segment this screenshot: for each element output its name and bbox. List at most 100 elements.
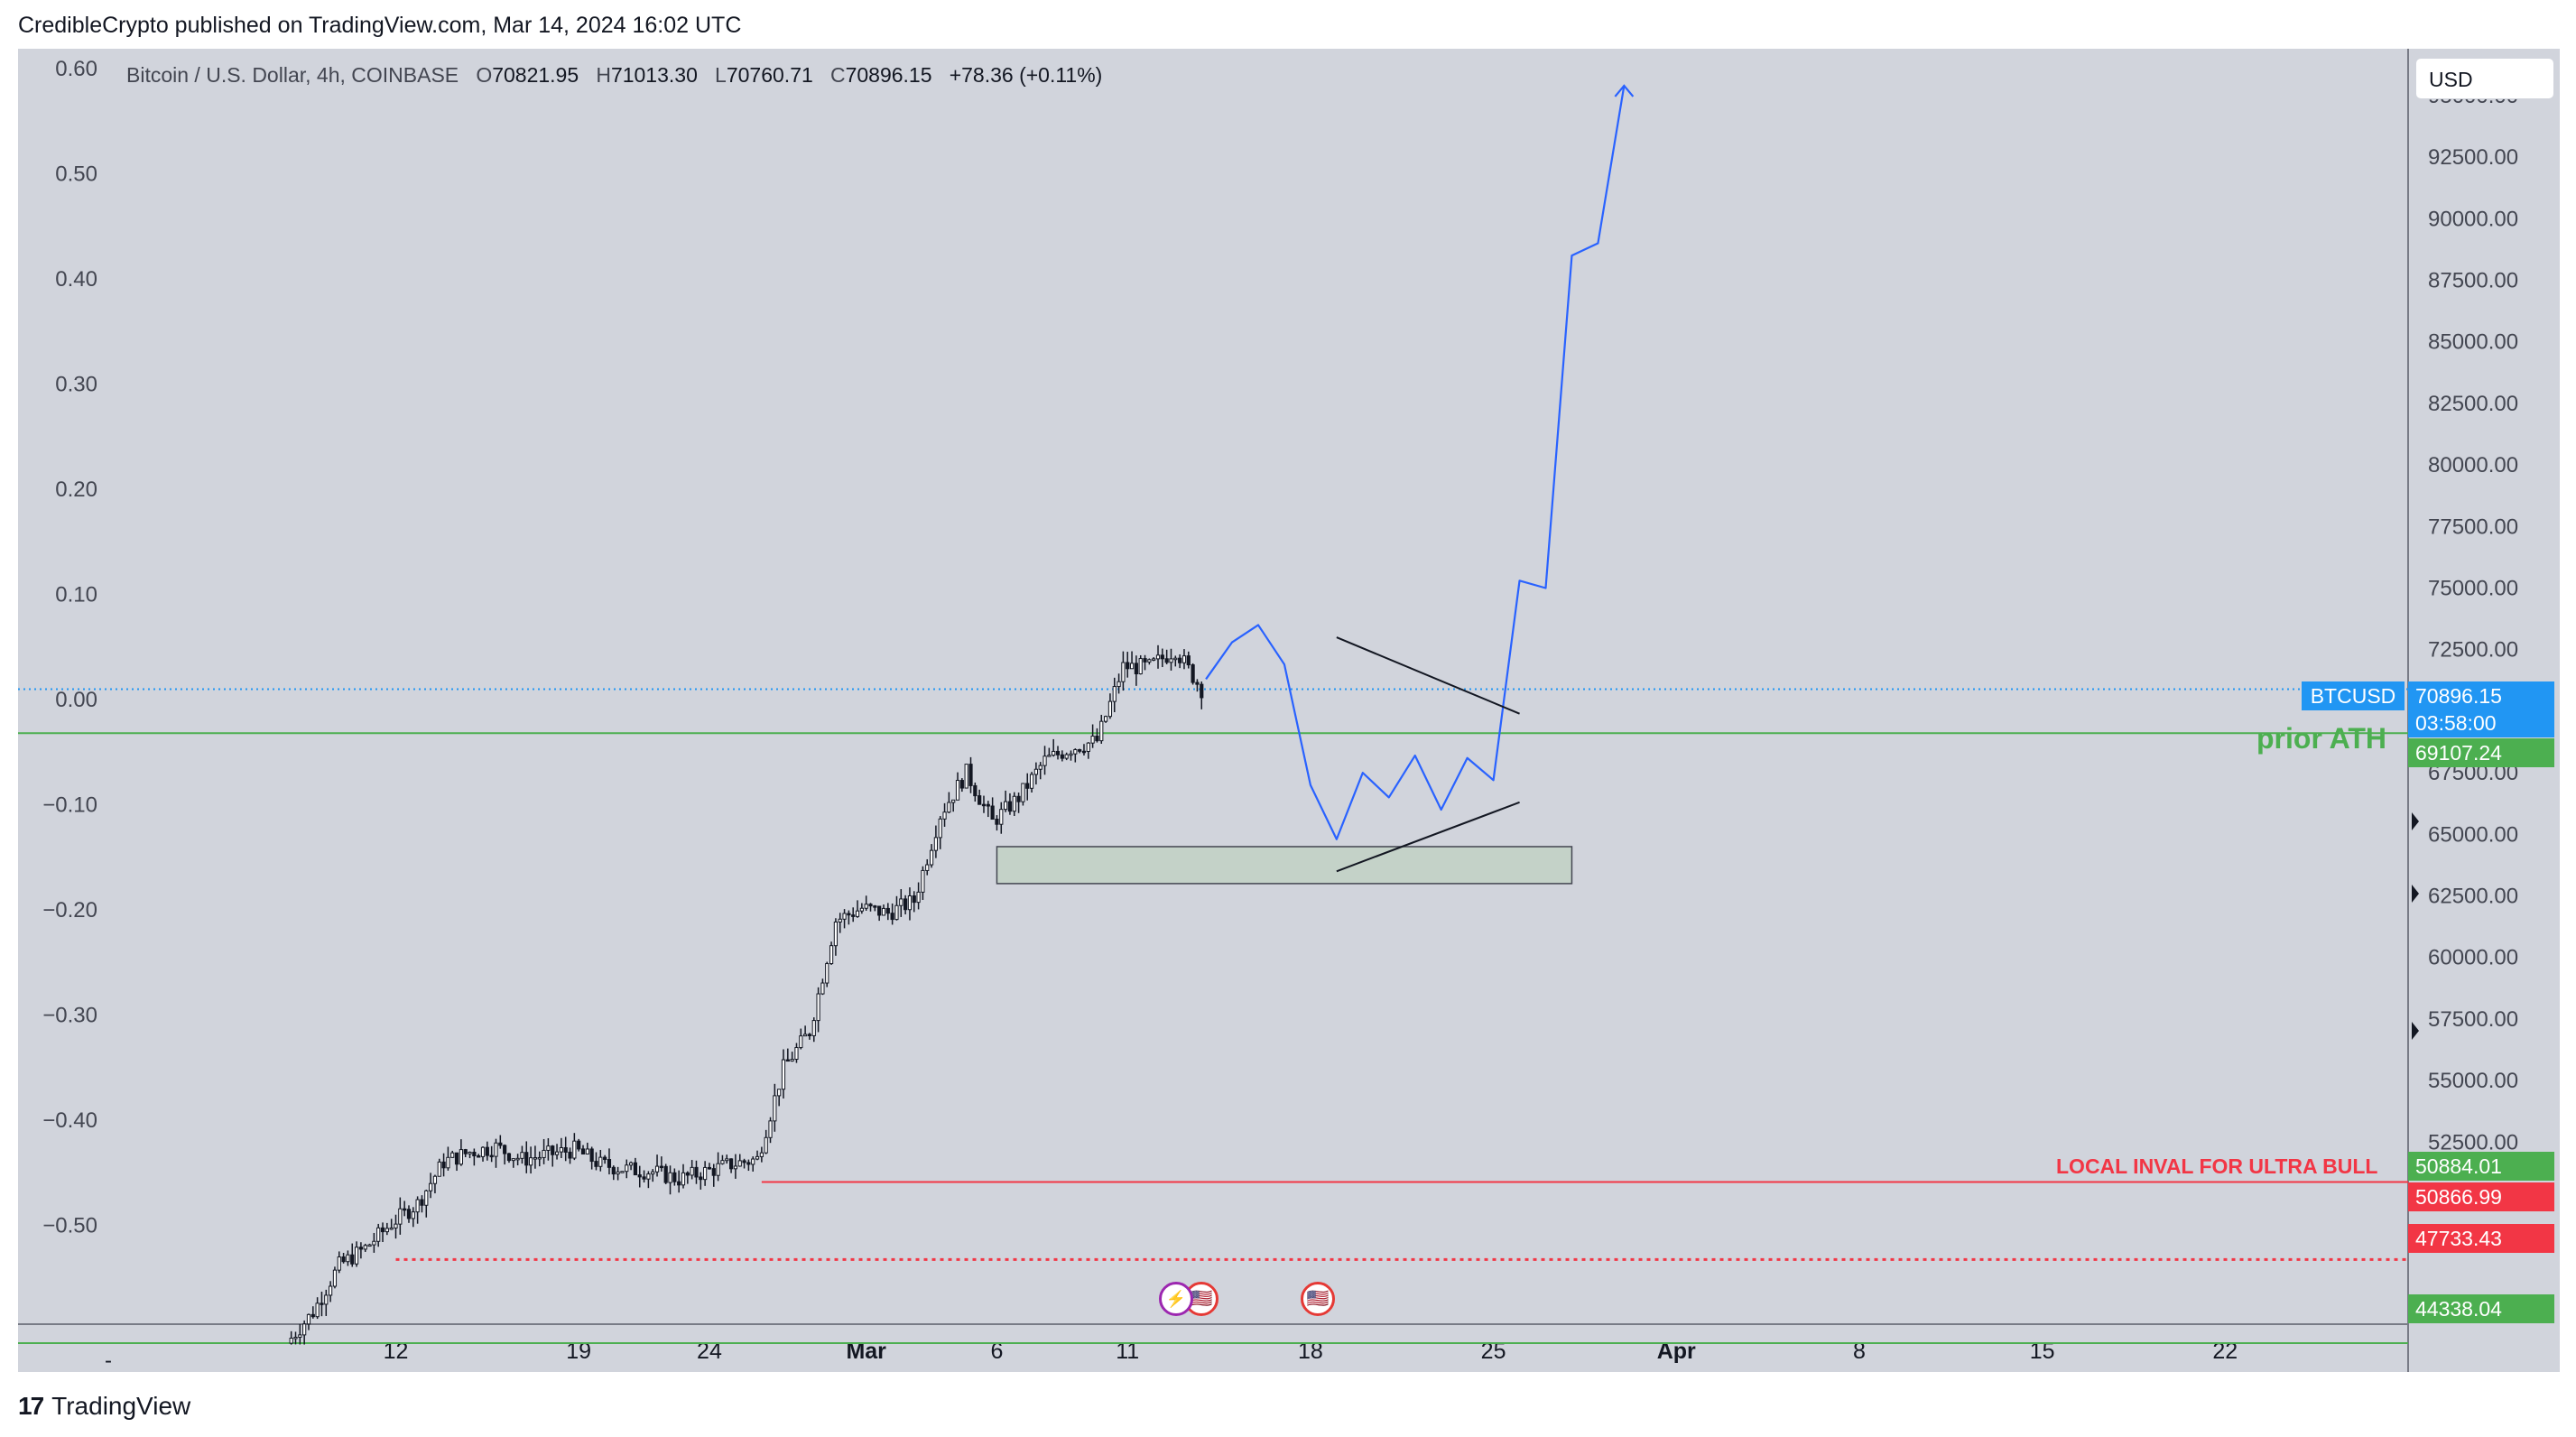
demand-zone [996, 846, 1573, 885]
candle-body [1117, 681, 1121, 688]
candle-body [524, 1152, 529, 1166]
price-tag-47733: 47733.43 [2408, 1224, 2554, 1253]
candle-body [1200, 683, 1204, 699]
candle-body [711, 1168, 716, 1176]
legend-high: 71013.30 [610, 63, 698, 87]
candle-body [1025, 783, 1030, 789]
right-axis-tick-label: 62500.00 [2428, 885, 2518, 909]
candle-body [363, 1245, 367, 1250]
candle-body [494, 1142, 498, 1157]
axis-marker-icon [2412, 812, 2419, 830]
candle-body [515, 1157, 520, 1161]
candle-body [885, 907, 890, 914]
candle-body [1129, 663, 1135, 670]
candle-body [1138, 658, 1143, 675]
candle-body [725, 1158, 729, 1162]
right-axis-tick-label: 57500.00 [2428, 1007, 2518, 1032]
left-axis-tick-label: −0.20 [42, 898, 97, 922]
annotation-prior-ath: prior ATH [2256, 722, 2386, 755]
footer-brand[interactable]: 17 TradingView [18, 1392, 190, 1421]
x-axis-left-marker: - [105, 1349, 112, 1373]
candle-body [546, 1145, 551, 1151]
axis-marker-icon [2412, 885, 2419, 903]
price-tag-44338: 44338.04 [2408, 1294, 2554, 1323]
candle-body [358, 1247, 363, 1250]
candle-body [511, 1158, 515, 1162]
candle-body [938, 818, 942, 839]
currency-selector[interactable]: USD [2415, 58, 2554, 99]
left-axis-tick-label: 0.10 [55, 583, 97, 607]
candle-body [1021, 783, 1025, 802]
candle-body [446, 1156, 450, 1169]
candle-body [1090, 736, 1095, 744]
candle-body [589, 1148, 594, 1163]
x-axis-tick-label: 8 [1853, 1339, 1866, 1364]
candle-body [354, 1247, 359, 1265]
candle-body [302, 1323, 307, 1336]
candle-body [829, 945, 834, 965]
candle-body [1078, 749, 1082, 752]
right-axis-tick-label: 60000.00 [2428, 946, 2518, 970]
candle-body [415, 1199, 420, 1213]
candle-body [424, 1190, 429, 1206]
event-dividend-icon[interactable]: ⚡ [1159, 1282, 1193, 1316]
candle-body [959, 780, 964, 789]
candle-body [346, 1254, 350, 1263]
left-axis-tick-label: 0.00 [55, 688, 97, 712]
symbol-legend: Bitcoin / U.S. Dollar, 4h, COINBASE O708… [126, 63, 1102, 88]
right-axis-tick-label: 77500.00 [2428, 515, 2518, 539]
candle-body [916, 891, 921, 904]
candle-body [542, 1149, 546, 1158]
candle-body [707, 1166, 712, 1170]
candle-body [968, 764, 973, 786]
candle-body [306, 1313, 311, 1325]
left-axis-tick-label: 0.30 [55, 373, 97, 397]
candle-body [942, 811, 947, 820]
triangle-lower-line [1336, 801, 1520, 873]
publish-info: CredibleCrypto published on TradingView.… [18, 13, 742, 38]
candle-body [459, 1149, 463, 1165]
candle-body [651, 1171, 655, 1175]
candle-body [1004, 801, 1008, 811]
event-us-flag-icon[interactable]: 🇺🇸 [1184, 1282, 1219, 1316]
projection-arrow-head [1614, 84, 1635, 97]
candle-body [646, 1173, 651, 1180]
candle-body [367, 1244, 372, 1247]
candle-body [528, 1157, 533, 1166]
candle-body [764, 1136, 768, 1154]
candle-body [768, 1120, 773, 1138]
candle-body [881, 907, 886, 916]
candle-body [1134, 663, 1138, 675]
candle-body [332, 1269, 338, 1287]
price-tag-prior-ath: 69107.24 [2408, 738, 2554, 767]
right-axis-tick-label: 90000.00 [2428, 207, 2518, 231]
candle-body [1155, 654, 1161, 660]
triangle-upper-line [1336, 636, 1520, 715]
legend-close-label: C [829, 63, 846, 87]
candle-body [389, 1227, 394, 1230]
candle-body [838, 918, 842, 922]
candle-body [337, 1256, 341, 1271]
candle-body [533, 1157, 538, 1160]
candle-body [816, 993, 820, 1022]
right-axis-tick-label: 87500.00 [2428, 268, 2518, 292]
left-axis-tick-label: 0.40 [55, 267, 97, 292]
event-us-flag-icon-2[interactable]: 🇺🇸 [1301, 1282, 1335, 1316]
candle-body [933, 837, 938, 851]
candle-body [864, 904, 868, 909]
right-axis-tick-label: 65000.00 [2428, 822, 2518, 847]
candle-body [633, 1162, 638, 1176]
candle-body [1060, 754, 1064, 759]
legend-high-label: H [596, 63, 611, 87]
candle-body [777, 1089, 782, 1097]
candle-body [537, 1156, 542, 1160]
candle-body [811, 1020, 816, 1036]
candle-body [1052, 750, 1056, 756]
candle-body [1191, 664, 1195, 683]
right-axis-tick-label: 55000.00 [2428, 1069, 2518, 1093]
price-tag-50866: 50866.99 [2408, 1182, 2554, 1211]
candle-body [437, 1161, 441, 1177]
legend-low: 70760.71 [726, 63, 813, 87]
candle-body [699, 1176, 703, 1181]
